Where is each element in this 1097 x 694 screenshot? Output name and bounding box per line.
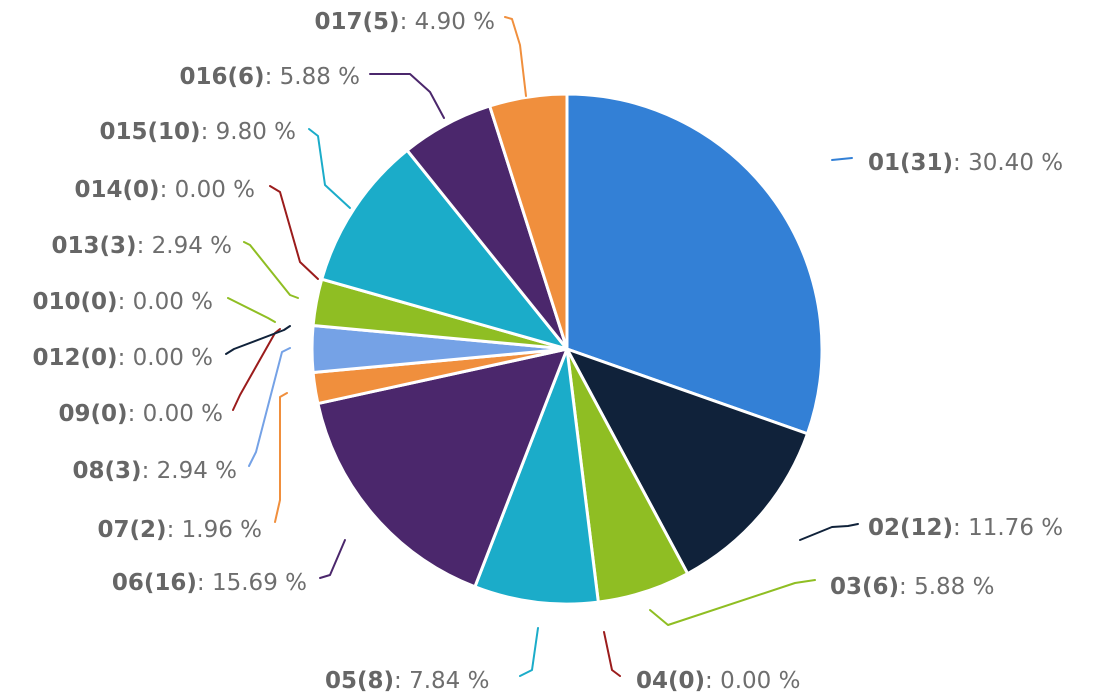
leader-line-014: [269, 185, 319, 280]
data-label-value-017: : 4.90 %: [400, 9, 495, 35]
leader-line-05: [519, 627, 539, 677]
data-label-name-01: 01(31): [868, 150, 953, 176]
data-label-name-07: 07(2): [98, 517, 167, 543]
pie-slice-02: [565, 347, 809, 576]
pie-slice-017: [488, 92, 569, 351]
data-label-05: 05(8): 7.84 %: [325, 668, 489, 694]
data-label-value-08: : 2.94 %: [142, 458, 237, 484]
data-label-name-012: 012(0): [33, 345, 118, 371]
data-label-value-012: : 0.00 %: [118, 345, 213, 371]
data-label-012: 012(0): 0.00 %: [33, 345, 213, 371]
data-label-015: 015(10): 9.80 %: [100, 119, 296, 145]
data-label-name-03: 03(6): [830, 574, 899, 600]
data-label-name-015: 015(10): [100, 119, 201, 145]
data-label-value-03: : 5.88 %: [899, 574, 994, 600]
leader-line-01: [831, 157, 853, 161]
data-label-value-02: : 11.76 %: [953, 515, 1063, 541]
leader-line-09: [232, 328, 281, 411]
data-label-name-04: 04(0): [636, 668, 705, 694]
data-label-name-017: 017(5): [315, 9, 400, 35]
pie-slices: [310, 92, 824, 606]
data-label-017: 017(5): 4.90 %: [315, 9, 495, 35]
data-label-name-013: 013(3): [52, 233, 137, 259]
data-label-03: 03(6): 5.88 %: [830, 574, 994, 600]
leader-line-010: [227, 297, 276, 323]
data-label-value-07: : 1.96 %: [167, 517, 262, 543]
leader-line-03: [649, 579, 816, 626]
pie-slice-05: [473, 347, 600, 606]
data-label-value-01: : 30.40 %: [953, 150, 1063, 176]
data-label-09: 09(0): 0.00 %: [59, 401, 223, 427]
data-label-07: 07(2): 1.96 %: [98, 517, 262, 543]
leader-line-08: [248, 347, 291, 467]
leader-line-02: [799, 523, 859, 541]
data-label-name-06: 06(16): [112, 570, 197, 596]
data-label-04: 04(0): 0.00 %: [636, 668, 800, 694]
data-label-014: 014(0): 0.00 %: [75, 177, 255, 203]
data-label-016: 016(6): 5.88 %: [180, 64, 360, 90]
data-label-value-015: : 9.80 %: [201, 119, 296, 145]
data-label-value-06: : 15.69 %: [197, 570, 307, 596]
data-label-value-016: : 5.88 %: [265, 64, 360, 90]
data-label-value-04: : 0.00 %: [705, 668, 800, 694]
data-label-06: 06(16): 15.69 %: [112, 570, 307, 596]
leader-line-012: [225, 325, 291, 355]
leader-line-015: [308, 128, 351, 209]
data-label-value-05: : 7.84 %: [394, 668, 489, 694]
pie-slice-01: [565, 92, 824, 436]
leader-line-07: [274, 392, 288, 523]
data-label-02: 02(12): 11.76 %: [868, 515, 1063, 541]
data-label-name-010: 010(0): [33, 289, 118, 315]
leader-line-017: [504, 16, 527, 97]
data-label-013: 013(3): 2.94 %: [52, 233, 232, 259]
leader-line-016: [369, 73, 445, 119]
data-label-name-02: 02(12): [868, 515, 953, 541]
data-label-01: 01(31): 30.40 %: [868, 150, 1063, 176]
leader-lines: [225, 16, 859, 677]
leader-line-013: [243, 241, 299, 299]
data-label-08: 08(3): 2.94 %: [73, 458, 237, 484]
data-label-value-014: : 0.00 %: [160, 177, 255, 203]
pie-slice-06: [316, 347, 569, 589]
pie-slice-015: [320, 148, 569, 351]
data-label-010: 010(0): 0.00 %: [33, 289, 213, 315]
data-label-value-013: : 2.94 %: [137, 233, 232, 259]
data-labels: 01(31): 30.40 %02(12): 11.76 %03(6): 5.8…: [33, 9, 1064, 694]
data-label-value-010: : 0.00 %: [118, 289, 213, 315]
data-label-name-09: 09(0): [59, 401, 128, 427]
leader-line-04: [603, 631, 621, 677]
data-label-name-08: 08(3): [73, 458, 142, 484]
data-label-name-014: 014(0): [75, 177, 160, 203]
data-label-value-09: : 0.00 %: [128, 401, 223, 427]
leader-line-06: [319, 539, 346, 579]
data-label-name-016: 016(6): [180, 64, 265, 90]
data-label-name-05: 05(8): [325, 668, 394, 694]
